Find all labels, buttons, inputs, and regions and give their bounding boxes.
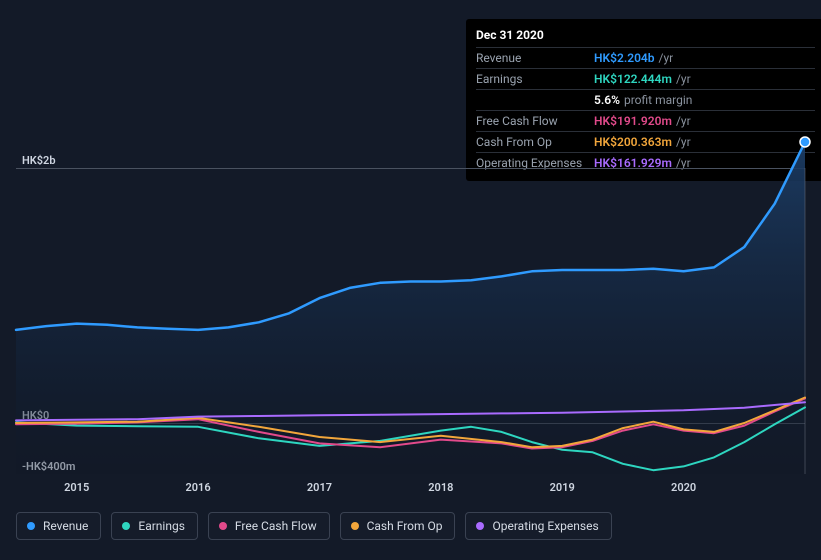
legend-item-label: Free Cash Flow: [235, 519, 317, 533]
tooltip-row-label: Free Cash Flow: [476, 111, 594, 132]
tooltip-row: RevenueHK$2.204b/yr: [476, 48, 815, 69]
x-axis-tick-label: 2018: [428, 481, 453, 494]
tooltip-row-value: HK$191.920m/yr: [594, 111, 815, 132]
legend-item-earnings[interactable]: Earnings: [111, 512, 198, 540]
x-axis-tick-label: 2020: [671, 481, 696, 494]
tooltip-row-value: HK$200.363m/yr: [594, 132, 815, 153]
legend-item-label: Earnings: [138, 519, 185, 533]
tooltip-row-value: 5.6%profit margin: [594, 90, 815, 111]
legend-item-opex[interactable]: Operating Expenses: [465, 512, 611, 540]
legend-item-revenue[interactable]: Revenue: [16, 512, 101, 540]
tooltip-date: Dec 31 2020: [476, 25, 815, 47]
x-axis-tick-label: 2015: [64, 481, 89, 494]
tooltip-row-label: [476, 90, 594, 111]
legend: Revenue Earnings Free Cash Flow Cash From O…: [16, 512, 612, 540]
legend-dot-icon: [219, 522, 227, 530]
legend-dot-icon: [476, 522, 484, 530]
area-fill: [16, 142, 805, 474]
legend-item-label: Cash From Op: [367, 519, 443, 533]
legend-item-cfo[interactable]: Cash From Op: [340, 512, 456, 540]
tooltip-row-label: Revenue: [476, 48, 594, 69]
chart-plot[interactable]: [16, 168, 805, 474]
tooltip-row-label: Earnings: [476, 69, 594, 90]
x-axis-tick-label: 2019: [550, 481, 575, 494]
tooltip-row-label: Cash From Op: [476, 132, 594, 153]
chart-root: Dec 31 2020 RevenueHK$2.204b/yrEarningsH…: [0, 0, 821, 560]
legend-item-label: Operating Expenses: [492, 519, 598, 533]
legend-item-label: Revenue: [43, 519, 88, 533]
x-axis-tick-label: 2017: [307, 481, 332, 494]
series-end-marker-revenue: [800, 137, 810, 147]
tooltip-table: RevenueHK$2.204b/yrEarningsHK$122.444m/y…: [476, 47, 815, 173]
legend-dot-icon: [351, 522, 359, 530]
legend-dot-icon: [122, 522, 130, 530]
x-axis-tick-label: 2016: [185, 481, 210, 494]
legend-item-fcf[interactable]: Free Cash Flow: [208, 512, 330, 540]
tooltip-row-value: HK$122.444m/yr: [594, 69, 815, 90]
tooltip-row: EarningsHK$122.444m/yr: [476, 69, 815, 90]
tooltip-row-value: HK$2.204b/yr: [594, 48, 815, 69]
legend-dot-icon: [27, 522, 35, 530]
tooltip-row: Free Cash FlowHK$191.920m/yr: [476, 111, 815, 132]
y-axis-tick-label: HK$2b: [22, 154, 56, 167]
chart-tooltip: Dec 31 2020 RevenueHK$2.204b/yrEarningsH…: [466, 19, 821, 181]
tooltip-row: 5.6%profit margin: [476, 90, 815, 111]
tooltip-row: Cash From OpHK$200.363m/yr: [476, 132, 815, 153]
